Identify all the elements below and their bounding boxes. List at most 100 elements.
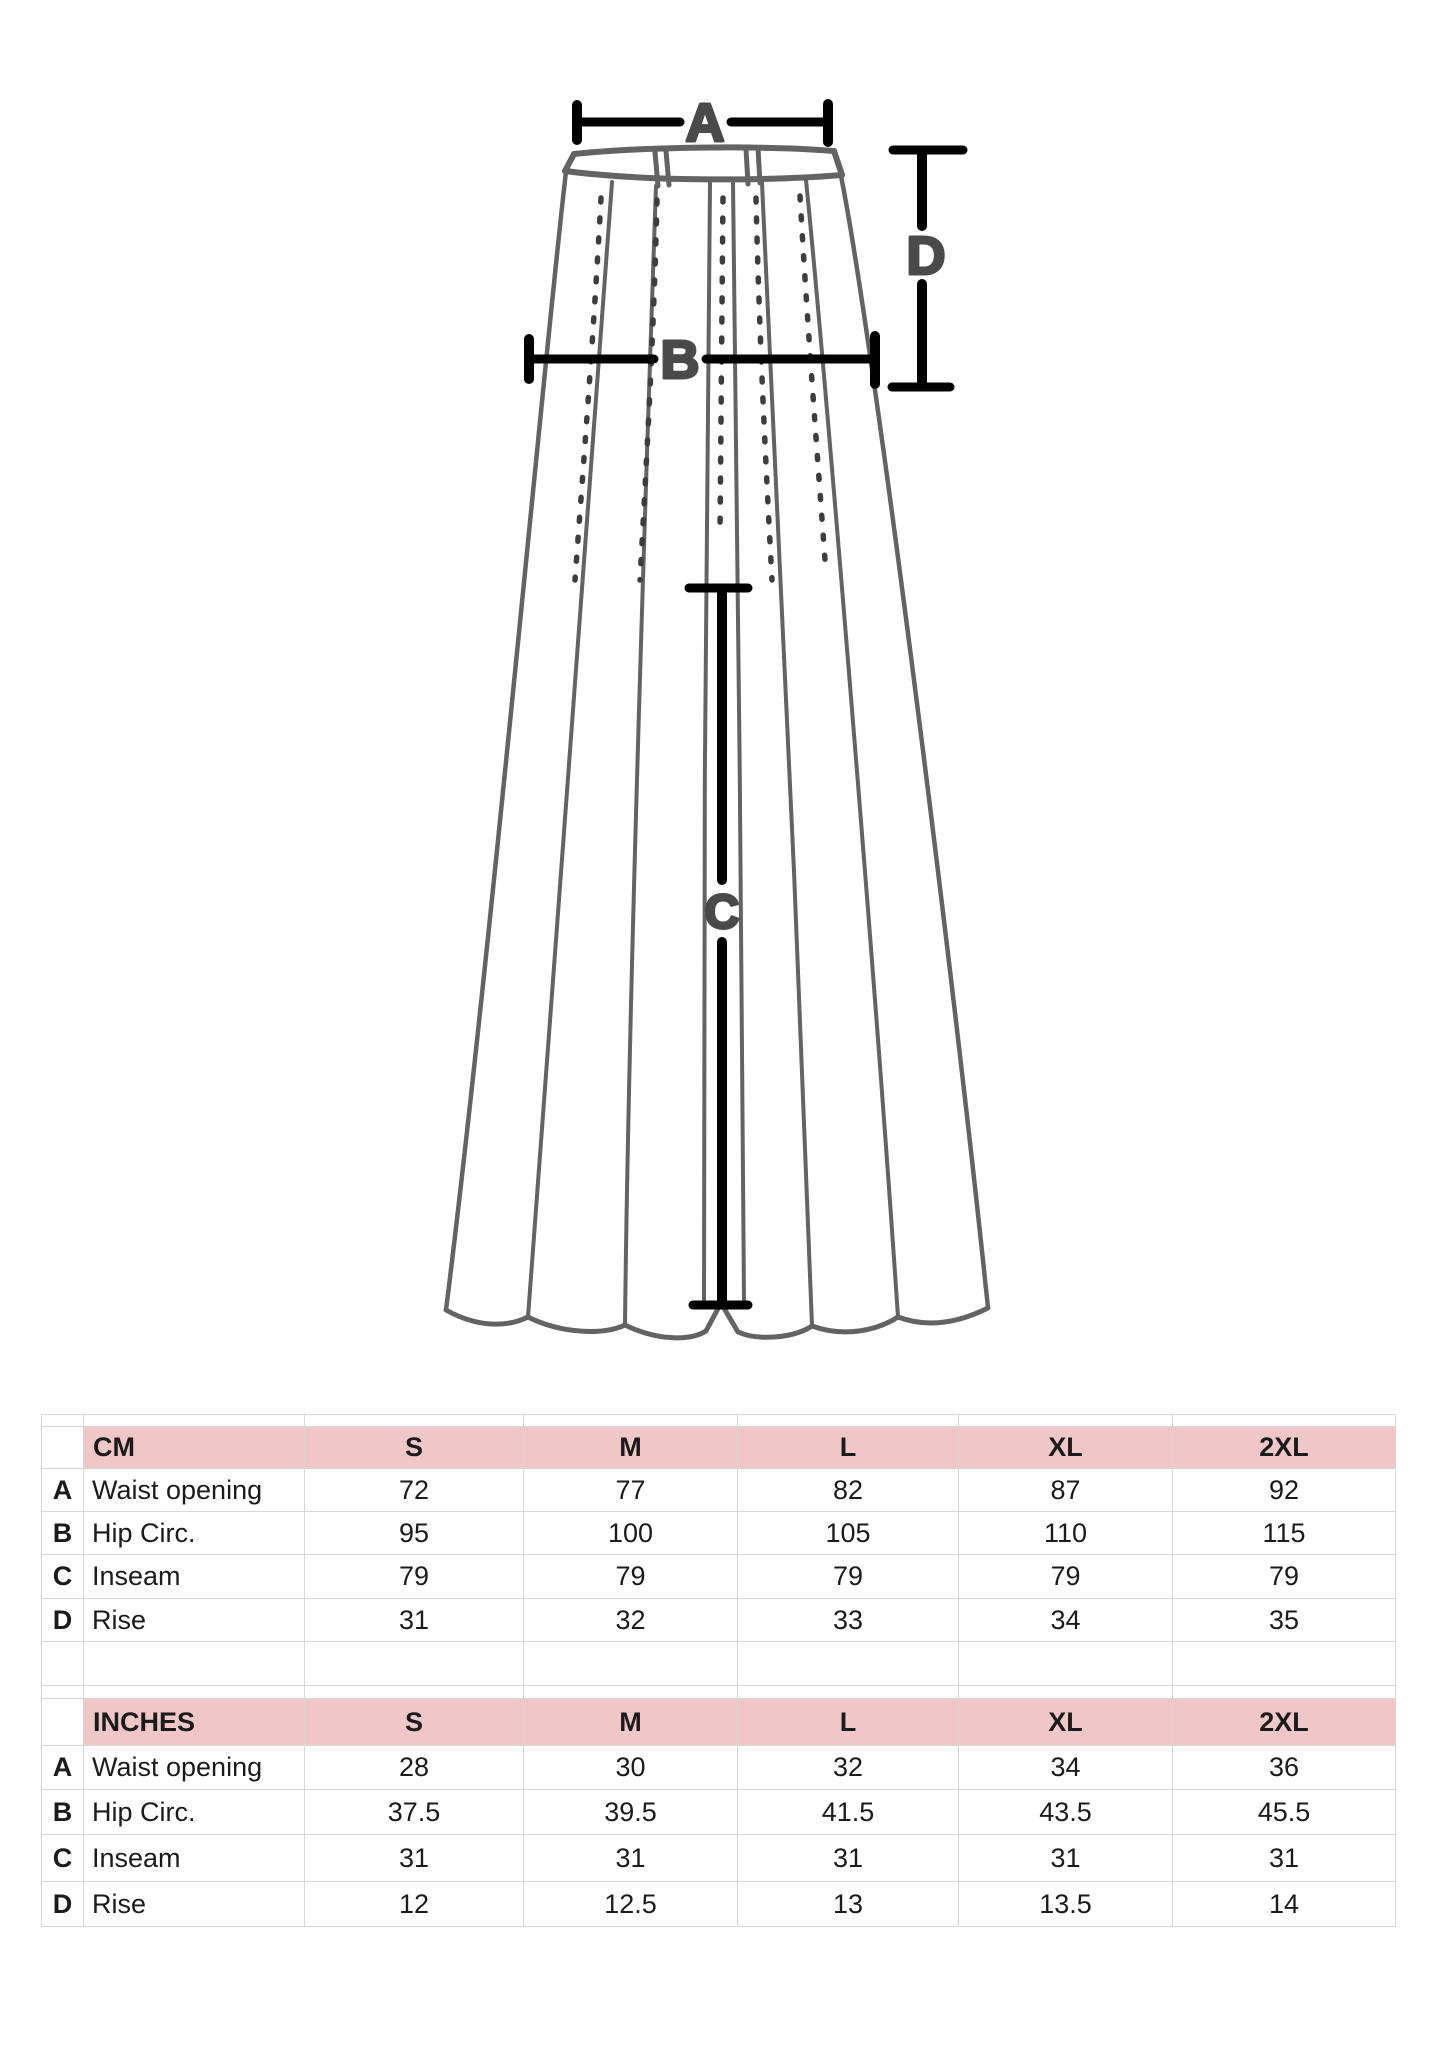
empty-cell xyxy=(304,1685,524,1699)
measure-d-label: D xyxy=(907,226,946,286)
sliver-row xyxy=(41,1414,1396,1427)
cm-header-row: CM S M L XL 2XL xyxy=(41,1426,1396,1469)
empty-cell xyxy=(304,1641,524,1686)
value-cell: 12 xyxy=(304,1881,524,1927)
table-row: D Rise 31 32 33 34 35 xyxy=(41,1598,1396,1642)
value-cell: 31 xyxy=(958,1834,1173,1882)
value-cell: 82 xyxy=(737,1468,959,1512)
value-cell: 41.5 xyxy=(737,1789,959,1835)
table-row: C Inseam 79 79 79 79 79 xyxy=(41,1554,1396,1599)
value-cell: 79 xyxy=(523,1554,738,1599)
empty-cell xyxy=(83,1685,305,1699)
table-row: D Rise 12 12.5 13 13.5 14 xyxy=(41,1881,1396,1927)
value-cell: 31 xyxy=(304,1834,524,1882)
measure-a-caps xyxy=(572,99,833,147)
value-cell: 37.5 xyxy=(304,1789,524,1835)
empty-cell xyxy=(958,1685,1173,1699)
row-label: Waist opening xyxy=(83,1745,305,1790)
value-cell: 77 xyxy=(523,1468,738,1512)
unit-header-inches: INCHES xyxy=(83,1698,305,1746)
value-cell: 92 xyxy=(1172,1468,1396,1512)
table-row: B Hip Circ. 37.5 39.5 41.5 43.5 45.5 xyxy=(41,1789,1396,1835)
empty-cell xyxy=(1172,1685,1396,1699)
value-cell: 35 xyxy=(1172,1598,1396,1642)
inches-header-row: INCHES S M L XL 2XL xyxy=(41,1698,1396,1746)
size-header: 2XL xyxy=(1172,1698,1396,1746)
table-row: B Hip Circ. 95 100 105 110 115 xyxy=(41,1511,1396,1555)
row-label: Inseam xyxy=(83,1834,305,1882)
stitch-line xyxy=(572,193,828,583)
row-label: Rise xyxy=(83,1598,305,1642)
value-cell: 79 xyxy=(737,1554,959,1599)
waistband xyxy=(562,144,845,183)
spacer-row xyxy=(41,1641,1396,1686)
value-cell: 30 xyxy=(523,1745,738,1790)
table-row: A Waist opening 28 30 32 34 36 xyxy=(41,1745,1396,1790)
value-cell: 87 xyxy=(958,1468,1173,1512)
row-letter: D xyxy=(41,1881,84,1927)
sliver-row xyxy=(41,1685,1396,1699)
outseam-line xyxy=(443,169,991,1313)
measure-c-caps xyxy=(684,583,753,1310)
value-cell: 105 xyxy=(737,1511,959,1555)
value-cell: 72 xyxy=(304,1468,524,1512)
value-cell: 79 xyxy=(1172,1554,1396,1599)
value-cell: 14 xyxy=(1172,1881,1396,1927)
table-row: A Waist opening 72 77 82 87 92 xyxy=(41,1468,1396,1512)
empty-cell xyxy=(304,1414,524,1427)
value-cell: 43.5 xyxy=(958,1789,1173,1835)
measure-d-caps xyxy=(887,145,968,392)
value-cell: 45.5 xyxy=(1172,1789,1396,1835)
empty-cell xyxy=(41,1685,84,1699)
empty-cell xyxy=(83,1641,305,1686)
measure-b-caps xyxy=(524,331,880,389)
value-cell: 12.5 xyxy=(523,1881,738,1927)
value-cell: 36 xyxy=(1172,1745,1396,1790)
row-label: Rise xyxy=(83,1881,305,1927)
value-cell: 34 xyxy=(958,1745,1173,1790)
value-cell: 115 xyxy=(1172,1511,1396,1555)
size-header: 2XL xyxy=(1172,1426,1396,1469)
row-label: Waist opening xyxy=(83,1468,305,1512)
value-cell: 13.5 xyxy=(958,1881,1173,1927)
row-letter: C xyxy=(41,1834,84,1882)
size-header: XL xyxy=(958,1426,1173,1469)
value-cell: 31 xyxy=(523,1834,738,1882)
empty-cell xyxy=(737,1685,959,1699)
measure-c-label: C xyxy=(705,886,740,939)
measure-c xyxy=(684,583,753,1310)
value-cell: 100 xyxy=(523,1511,738,1555)
empty-cell xyxy=(83,1414,305,1427)
size-header: S xyxy=(304,1698,524,1746)
row-letter: C xyxy=(41,1554,84,1599)
size-header: M xyxy=(523,1426,738,1469)
row-label: Inseam xyxy=(83,1554,305,1599)
corner-cell xyxy=(41,1698,84,1746)
value-cell: 31 xyxy=(737,1834,959,1882)
empty-cell xyxy=(523,1414,738,1427)
pants-sketch: A B C xyxy=(443,92,991,1341)
row-letter: B xyxy=(41,1789,84,1835)
empty-cell xyxy=(958,1641,1173,1686)
empty-cell xyxy=(958,1414,1173,1427)
empty-cell xyxy=(1172,1641,1396,1686)
table-row: C Inseam 31 31 31 31 31 xyxy=(41,1834,1396,1882)
pants-outline xyxy=(443,144,991,1341)
measure-d xyxy=(887,145,968,392)
value-cell: 110 xyxy=(958,1511,1173,1555)
measure-b xyxy=(524,331,880,389)
row-letter: D xyxy=(41,1598,84,1642)
empty-cell xyxy=(523,1685,738,1699)
row-label: Hip Circ. xyxy=(83,1511,305,1555)
value-cell: 34 xyxy=(958,1598,1173,1642)
size-header: L xyxy=(737,1698,959,1746)
belt-loop xyxy=(652,145,763,189)
size-header: M xyxy=(523,1698,738,1746)
value-cell: 13 xyxy=(737,1881,959,1927)
unit-header-cm: CM xyxy=(83,1426,305,1469)
empty-cell xyxy=(1172,1414,1396,1427)
empty-cell xyxy=(523,1641,738,1686)
row-letter: B xyxy=(41,1511,84,1555)
empty-cell xyxy=(41,1641,84,1686)
